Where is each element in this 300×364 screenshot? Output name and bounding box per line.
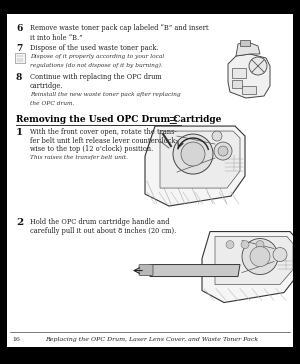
FancyBboxPatch shape — [15, 53, 25, 63]
FancyBboxPatch shape — [240, 40, 250, 46]
Text: 7: 7 — [16, 44, 22, 53]
Polygon shape — [215, 237, 293, 285]
FancyBboxPatch shape — [0, 0, 300, 8]
Text: 8: 8 — [16, 74, 22, 82]
Text: This raises the transfer belt unit.: This raises the transfer belt unit. — [30, 155, 128, 159]
Circle shape — [212, 131, 222, 141]
Text: Hold the OPC drum cartridge handle and: Hold the OPC drum cartridge handle and — [30, 218, 170, 226]
Text: Continue with replacing the OPC drum: Continue with replacing the OPC drum — [30, 74, 162, 81]
Text: 6: 6 — [16, 24, 22, 33]
Text: Replacing the OPC Drum, Laser Lens Cover, and Waste Toner Pack: Replacing the OPC Drum, Laser Lens Cover… — [45, 337, 259, 342]
Circle shape — [256, 241, 264, 249]
Text: 1: 1 — [16, 128, 23, 137]
Text: With the front cover open, rotate the trans-: With the front cover open, rotate the tr… — [30, 128, 177, 136]
Text: 2: 2 — [16, 218, 23, 227]
Text: Reinstall the new waste toner pack after replacing: Reinstall the new waste toner pack after… — [30, 92, 181, 97]
Circle shape — [242, 238, 278, 274]
FancyBboxPatch shape — [232, 68, 246, 78]
Polygon shape — [228, 54, 270, 98]
Polygon shape — [202, 232, 298, 302]
Circle shape — [250, 246, 270, 266]
Circle shape — [226, 241, 234, 249]
FancyBboxPatch shape — [7, 14, 293, 347]
Circle shape — [181, 142, 205, 166]
Circle shape — [273, 248, 287, 262]
Polygon shape — [236, 42, 260, 56]
Text: the OPC drum.: the OPC drum. — [30, 101, 74, 106]
Circle shape — [249, 57, 267, 75]
Text: it into hole “B.”: it into hole “B.” — [30, 33, 82, 41]
FancyBboxPatch shape — [0, 0, 7, 364]
Text: Removing the Used OPC Drum Cartridge: Removing the Used OPC Drum Cartridge — [16, 115, 221, 124]
FancyBboxPatch shape — [139, 265, 153, 276]
Polygon shape — [160, 131, 240, 188]
FancyBboxPatch shape — [242, 86, 256, 94]
Text: wise to the top (12 o’clock) position.: wise to the top (12 o’clock) position. — [30, 145, 153, 153]
FancyBboxPatch shape — [293, 0, 300, 364]
FancyBboxPatch shape — [232, 80, 242, 88]
Text: ☰: ☰ — [168, 116, 177, 126]
Text: Dispose of it properly according to your local: Dispose of it properly according to your… — [30, 54, 164, 59]
Polygon shape — [150, 265, 240, 277]
Circle shape — [173, 134, 213, 174]
Text: Dispose of the used waste toner pack.: Dispose of the used waste toner pack. — [30, 44, 158, 52]
Circle shape — [214, 142, 232, 160]
Text: cartridge.: cartridge. — [30, 82, 64, 90]
Polygon shape — [145, 126, 245, 206]
Circle shape — [218, 146, 228, 156]
FancyBboxPatch shape — [0, 347, 300, 364]
Circle shape — [241, 241, 249, 249]
Text: regulations (do not dispose of it by burning).: regulations (do not dispose of it by bur… — [30, 63, 163, 68]
Text: carefully pull it out about 8 inches (20 cm).: carefully pull it out about 8 inches (20… — [30, 226, 176, 234]
Text: Remove waste toner pack cap labeled “B” and insert: Remove waste toner pack cap labeled “B” … — [30, 24, 208, 32]
Text: 16: 16 — [12, 337, 20, 342]
Text: fer belt unit left release lever counterclock-: fer belt unit left release lever counter… — [30, 136, 178, 145]
